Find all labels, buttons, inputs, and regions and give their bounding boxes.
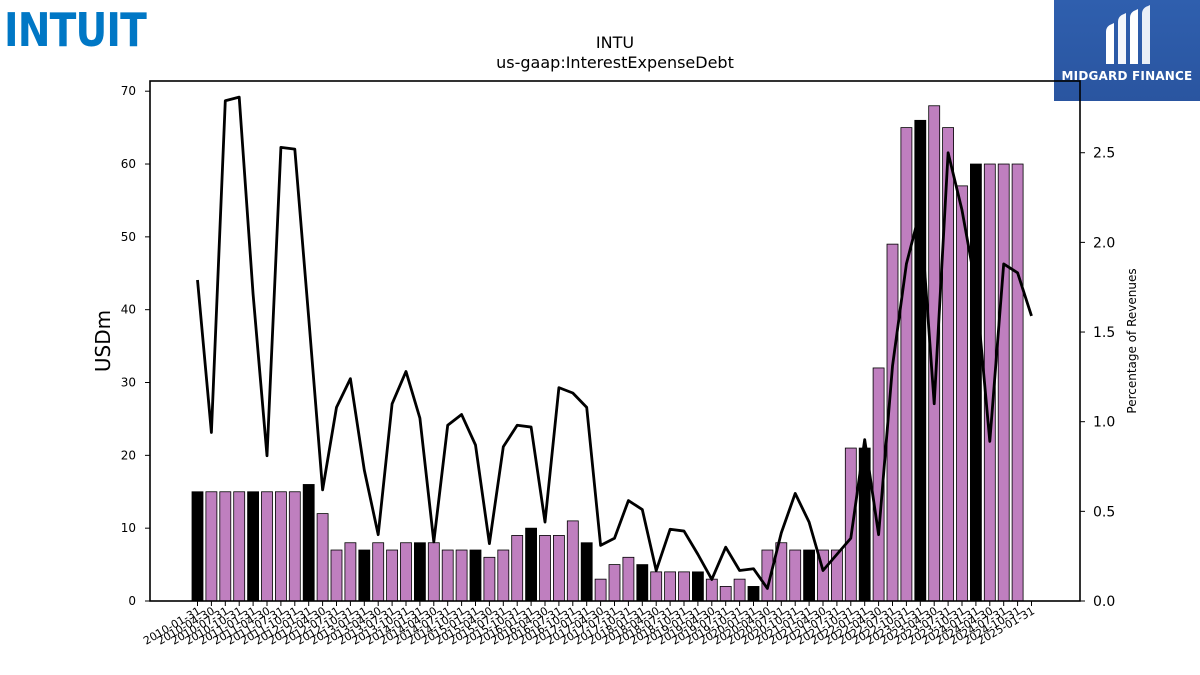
bar-2023-10-31: [956, 185, 968, 602]
bar-2015-01-31: [469, 549, 482, 602]
bar-2017-01-31: [580, 542, 593, 602]
chart-title: INTU: [596, 33, 634, 52]
y2-tick-label: 2.0: [1093, 235, 1115, 251]
y2-tick-label: 2.5: [1093, 146, 1115, 162]
bar-2010-04-30: [205, 491, 218, 602]
bar-2011-04-30: [261, 491, 273, 602]
percentage-of-revenues-line: [196, 95, 1033, 590]
intuit-logo-text: INTUIT: [4, 3, 147, 52]
midgard-finance-logo: MIDGARD FINANCE: [1054, 0, 1200, 101]
bar-2012-04-30: [316, 513, 329, 602]
bar-2018-04-30: [650, 571, 663, 602]
y2-tick-label: 1.5: [1093, 325, 1115, 341]
bar-2013-01-31: [358, 549, 371, 602]
bar-2011-10-31: [288, 491, 301, 602]
bar-2014-10-31: [455, 549, 468, 602]
bar-2011-01-31: [247, 491, 260, 602]
bar-2024-10-31: [1011, 163, 1024, 602]
y-tick-label: 70: [121, 84, 136, 98]
y-tick-label: 30: [121, 376, 136, 390]
y-axis-label: USDm: [91, 310, 115, 372]
y2-tick-label: 1.0: [1093, 415, 1115, 431]
bar-2017-04-30: [594, 578, 607, 602]
bar-2010-07-31: [219, 491, 232, 602]
y-tick-label: 10: [121, 521, 136, 535]
bar-2017-10-31: [622, 556, 635, 602]
bar-2019-10-31: [733, 578, 746, 602]
bar-2015-04-30: [483, 556, 496, 602]
bar-2018-07-31: [664, 571, 676, 602]
bar-2016-07-31: [553, 535, 565, 602]
intuit-logo: INTUIT: [4, 2, 154, 57]
bar-2016-04-30: [539, 535, 551, 602]
bar-2019-07-31: [719, 586, 732, 602]
midgard-finance-wordmark: MIDGARD FINANCE: [1061, 69, 1193, 83]
bar-2015-07-31: [497, 549, 510, 602]
bar-2012-10-31: [344, 542, 357, 602]
midgard-emblem-icon: [1106, 5, 1150, 64]
y-tick-label: 40: [121, 303, 136, 317]
bar-2014-01-31: [413, 542, 426, 602]
y-tick-label: 50: [121, 230, 136, 244]
bar-2017-07-31: [608, 564, 621, 602]
y-tick-label: 20: [121, 448, 136, 462]
bar-2012-01-31: [302, 484, 315, 602]
bar-2012-07-31: [330, 549, 343, 602]
y2-tick-label: 0.0: [1093, 594, 1115, 610]
bar-2010-10-31: [233, 491, 246, 602]
bar-2018-01-31: [636, 564, 649, 602]
bar-2014-07-31: [441, 549, 454, 602]
y-tick-label: 0: [128, 594, 136, 608]
bar-2019-01-31: [692, 571, 704, 602]
bar-2020-10-31: [789, 549, 802, 602]
bar-2024-01-31: [970, 163, 982, 602]
y2-tick-label: 0.5: [1093, 504, 1115, 520]
bar-2019-04-30: [705, 578, 718, 602]
bar-2021-01-31: [803, 549, 815, 602]
bar-2024-07-31: [997, 163, 1010, 602]
bar-2023-01-31: [914, 119, 927, 602]
bar-2011-07-31: [274, 491, 287, 602]
bar-series: [191, 105, 1024, 602]
bar-2013-04-30: [372, 542, 385, 602]
bar-2018-10-31: [678, 571, 690, 602]
bar-2010-01-31: [191, 491, 204, 602]
bar-2015-10-31: [511, 535, 524, 602]
y-tick-label: 60: [121, 157, 136, 171]
line-series: [196, 95, 1033, 590]
bar-2013-10-31: [400, 542, 412, 602]
bar-2014-04-30: [427, 542, 440, 602]
bar-2021-10-31: [844, 447, 857, 602]
chart-subtitle: us-gaap:InterestExpenseDebt: [496, 53, 734, 72]
y2-axis-label: Percentage of Revenues: [1125, 268, 1139, 413]
bar-2013-07-31: [386, 549, 399, 602]
bar-2016-01-31: [525, 527, 537, 602]
bar-2022-10-31: [900, 127, 913, 602]
bar-2020-01-31: [747, 586, 760, 602]
bar-2016-10-31: [566, 520, 579, 602]
